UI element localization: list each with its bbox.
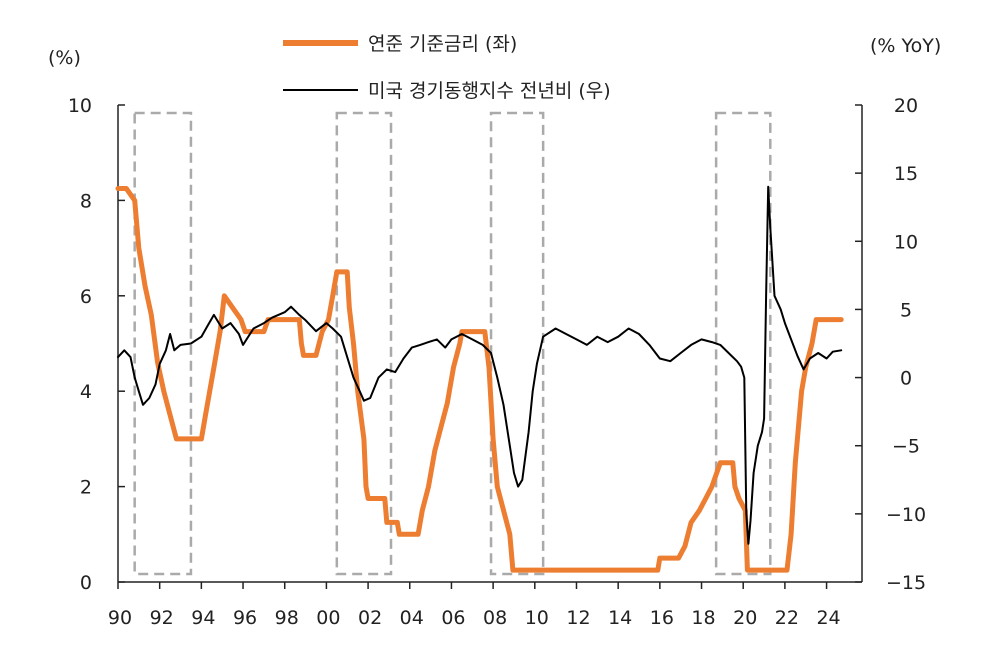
- x-tick-label: 20: [733, 607, 757, 629]
- x-tick-label: 04: [400, 607, 424, 629]
- left-tick-label: 6: [80, 286, 92, 308]
- legend-label-fed-rate: 연준 기준금리 (좌): [368, 33, 517, 55]
- x-tick-label: 02: [358, 607, 382, 629]
- x-tick-label: 16: [650, 607, 674, 629]
- right-tick-label: 10: [894, 231, 918, 253]
- series-fed-rate-line: [115, 186, 844, 573]
- recession-box-1: [133, 111, 193, 576]
- x-tick-label: 14: [608, 607, 632, 629]
- left-tick-label: 10: [68, 95, 92, 117]
- x-tick-label: 12: [566, 607, 590, 629]
- legend: 연준 기준금리 (좌) 미국 경기동행지수 전년비 (우): [283, 33, 611, 102]
- x-tick-label: 90: [108, 607, 132, 629]
- x-tick-label: 96: [233, 607, 257, 629]
- series-coincident-index-line: [117, 185, 843, 545]
- left-tick-label: 2: [80, 477, 92, 499]
- right-tick-label: −10: [886, 504, 926, 526]
- recession-shading: [133, 111, 772, 576]
- legend-label-coincident-index: 미국 경기동행지수 전년비 (우): [368, 80, 611, 102]
- right-tick-label: 15: [894, 163, 918, 185]
- right-tick-label: −15: [886, 572, 926, 594]
- right-tick-label: 20: [894, 95, 918, 117]
- axes: [117, 105, 863, 583]
- x-tick-label: 22: [775, 607, 799, 629]
- x-tick-label: 08: [483, 607, 507, 629]
- right-axis-ticks: −15 −10 −5 0 5 10 15 20: [855, 95, 926, 594]
- x-tick-label: 24: [816, 607, 840, 629]
- x-axis-ticks: 90 92 94 96 98 00 02 04 06 08 10 12 14 16 18 20 22 24: [108, 582, 841, 629]
- x-tick-label: 06: [441, 607, 465, 629]
- right-tick-label: −5: [892, 436, 920, 458]
- x-tick-label: 92: [150, 607, 174, 629]
- x-tick-label: 98: [275, 607, 299, 629]
- left-axis-ticks: 0 2 4 6 8 10: [68, 95, 125, 594]
- recession-box-3: [489, 111, 545, 576]
- right-axis-unit-label: (% YoY): [870, 35, 941, 57]
- right-tick-label: 5: [900, 299, 912, 321]
- right-tick-label: 0: [900, 368, 912, 390]
- left-tick-label: 8: [80, 190, 92, 212]
- x-tick-label: 10: [525, 607, 549, 629]
- left-tick-label: 0: [80, 572, 92, 594]
- left-tick-label: 4: [80, 381, 92, 403]
- x-tick-label: 18: [691, 607, 715, 629]
- series-layer: [115, 185, 844, 573]
- x-tick-label: 94: [191, 607, 215, 629]
- left-axis-unit-label: (%): [48, 47, 81, 69]
- x-tick-label: 00: [316, 607, 340, 629]
